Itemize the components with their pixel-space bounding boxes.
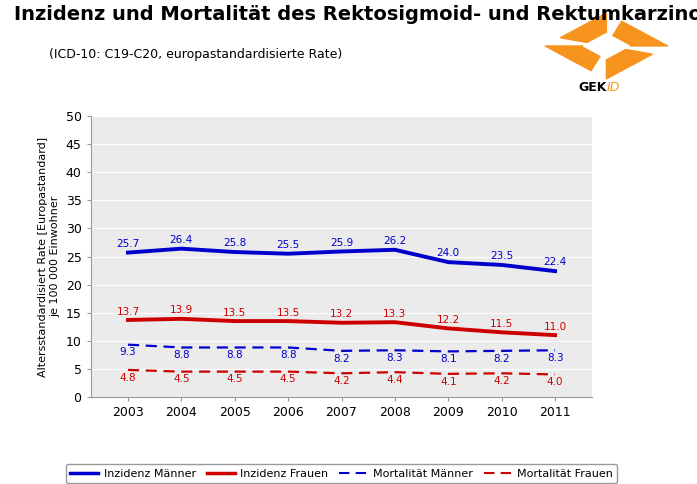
Text: 23.5: 23.5: [490, 251, 513, 261]
Polygon shape: [606, 21, 668, 46]
Text: 8.2: 8.2: [493, 354, 510, 363]
Text: 24.0: 24.0: [437, 248, 460, 258]
Text: 8.8: 8.8: [227, 350, 243, 360]
Polygon shape: [583, 34, 629, 58]
Text: 8.3: 8.3: [387, 353, 404, 363]
Text: 13.7: 13.7: [116, 306, 139, 317]
Text: 13.5: 13.5: [277, 308, 300, 318]
Text: 13.5: 13.5: [223, 308, 246, 318]
Text: 13.2: 13.2: [330, 309, 353, 319]
Polygon shape: [606, 46, 652, 79]
Polygon shape: [560, 13, 606, 46]
Y-axis label: Altersstandardisiert Rate [Europastandard]
je 100 000 Einwohner: Altersstandardisiert Rate [Europastandar…: [38, 136, 60, 377]
Text: 8.8: 8.8: [173, 350, 190, 360]
Text: 25.8: 25.8: [223, 238, 246, 248]
Text: 4.1: 4.1: [440, 377, 457, 387]
Text: 4.0: 4.0: [547, 377, 563, 387]
Text: (ICD-10: C19-C20, europastandardisierte Rate): (ICD-10: C19-C20, europastandardisierte …: [49, 48, 342, 61]
Text: Inzidenz und Mortalität des Rektosigmoid- und Rektumkarzinoms: Inzidenz und Mortalität des Rektosigmoid…: [14, 5, 697, 24]
Text: 4.5: 4.5: [173, 375, 190, 384]
Text: 13.3: 13.3: [383, 309, 406, 319]
Text: 25.9: 25.9: [330, 238, 353, 247]
Text: 4.5: 4.5: [279, 375, 296, 384]
Text: 22.4: 22.4: [544, 257, 567, 267]
Text: 8.8: 8.8: [279, 350, 296, 360]
Text: 25.5: 25.5: [277, 240, 300, 250]
Text: 4.8: 4.8: [120, 373, 137, 383]
Text: 8.1: 8.1: [440, 354, 457, 364]
Text: GEK: GEK: [578, 80, 606, 93]
Text: 9.3: 9.3: [120, 348, 137, 358]
Text: 4.2: 4.2: [333, 376, 350, 386]
Text: 12.2: 12.2: [437, 315, 460, 325]
Text: 25.7: 25.7: [116, 239, 139, 249]
Polygon shape: [545, 46, 606, 71]
Text: 11.5: 11.5: [490, 319, 513, 329]
Text: 4.5: 4.5: [227, 375, 243, 384]
Legend: Inzidenz Männer, Inzidenz Frauen, Mortalität Männer, Mortalität Frauen: Inzidenz Männer, Inzidenz Frauen, Mortal…: [66, 464, 618, 483]
Text: 11.0: 11.0: [544, 322, 567, 332]
Text: 4.4: 4.4: [387, 375, 404, 385]
Text: 8.3: 8.3: [546, 353, 563, 363]
Text: 4.2: 4.2: [493, 376, 510, 386]
Text: ID: ID: [606, 80, 620, 93]
Text: 26.2: 26.2: [383, 236, 406, 246]
Text: 8.2: 8.2: [333, 354, 350, 363]
Text: 13.9: 13.9: [170, 305, 193, 316]
Text: 26.4: 26.4: [170, 235, 193, 245]
